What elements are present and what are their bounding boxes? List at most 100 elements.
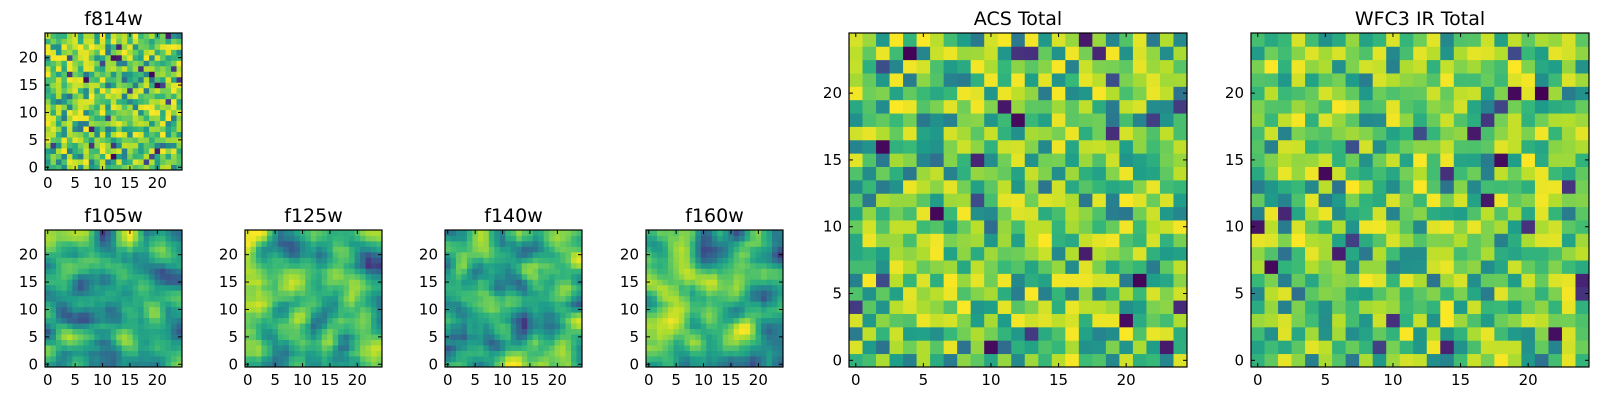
heatmap-cell	[127, 49, 134, 56]
heatmap-cell	[365, 312, 372, 319]
heatmap-cell	[176, 339, 183, 346]
heatmap-cell	[1078, 46, 1093, 61]
heatmap-cell	[376, 257, 383, 264]
heatmap-cell	[510, 257, 517, 264]
heatmap-cell	[1359, 59, 1374, 74]
heatmap-cell	[1521, 313, 1536, 328]
heatmap-cell	[1345, 260, 1360, 274]
heatmap-cell	[1426, 73, 1441, 87]
heatmap-cell	[1494, 313, 1509, 328]
heatmap-cell	[1359, 206, 1374, 221]
heatmap-cell	[149, 65, 155, 72]
heatmap-cell	[261, 312, 268, 319]
heatmap-cell	[984, 193, 999, 208]
heatmap-cell	[138, 306, 145, 313]
heatmap-cell	[143, 104, 150, 111]
heatmap-cell	[255, 284, 262, 291]
heatmap-cell	[706, 350, 713, 357]
heatmap-cell	[728, 339, 735, 346]
heatmap-cell	[266, 328, 273, 335]
heatmap-cell	[1453, 33, 1468, 47]
heatmap-cell	[957, 233, 972, 248]
heatmap-cell	[445, 257, 451, 264]
heatmap-cell	[83, 93, 90, 100]
heatmap-cell	[1132, 126, 1147, 141]
heatmap-cell	[349, 317, 355, 324]
heatmap-cell	[160, 71, 166, 78]
heatmap-cell	[1521, 73, 1536, 87]
heatmap-cell	[160, 43, 166, 50]
heatmap-cell	[700, 273, 707, 280]
heatmap-cell	[678, 317, 685, 324]
heatmap-cell	[272, 246, 279, 253]
heatmap-cell	[45, 159, 51, 165]
panel-title: f140w	[484, 205, 543, 227]
x-tick-label: 5	[270, 371, 280, 389]
heatmap-cell	[171, 109, 177, 116]
heatmap-cell	[1038, 139, 1053, 154]
heatmap-cell	[472, 323, 479, 330]
heatmap-cell	[1548, 353, 1563, 368]
heatmap-cell	[1372, 139, 1387, 154]
heatmap-cell	[1065, 273, 1080, 288]
heatmap-cell	[488, 246, 495, 253]
heatmap-cell	[149, 246, 155, 253]
heatmap-cell	[160, 109, 166, 116]
heatmap-cell	[154, 71, 161, 78]
heatmap-cell	[171, 148, 177, 154]
heatmap-cell	[1318, 46, 1333, 61]
heatmap-cell	[288, 339, 295, 346]
heatmap-cell	[154, 246, 161, 253]
heatmap-cell	[532, 290, 539, 297]
heatmap-cell	[349, 240, 355, 247]
heatmap-cell	[733, 268, 740, 275]
heatmap-cell	[739, 240, 746, 247]
heatmap-cell	[283, 339, 290, 346]
heatmap-cell	[160, 246, 166, 253]
heatmap-cell	[138, 262, 145, 269]
heatmap-cell	[554, 312, 561, 319]
heatmap-cell	[957, 313, 972, 328]
heatmap-cell	[1173, 326, 1188, 341]
heatmap-cell	[1264, 86, 1279, 101]
heatmap-cell	[516, 279, 523, 286]
heatmap-cell	[565, 235, 572, 242]
heatmap-cell	[684, 356, 691, 362]
heatmap-cell	[997, 326, 1012, 341]
heatmap-cell	[61, 164, 68, 171]
heatmap-cell	[138, 109, 145, 116]
heatmap-cell	[266, 251, 273, 258]
heatmap-cell	[143, 306, 150, 313]
heatmap-cell	[50, 361, 57, 368]
heatmap-cell	[1264, 99, 1279, 114]
heatmap-cell	[61, 137, 68, 143]
heatmap-cell	[45, 350, 51, 357]
heatmap-cell	[549, 257, 555, 264]
heatmap-cell	[176, 257, 183, 264]
heatmap-cell	[294, 284, 301, 291]
heatmap-cell	[700, 295, 707, 302]
heatmap-cell	[1507, 126, 1522, 141]
heatmap-cell	[565, 284, 572, 291]
heatmap-cell	[728, 312, 735, 319]
heatmap-cell	[160, 65, 166, 72]
heatmap-cell	[1413, 353, 1428, 368]
heatmap-cell	[165, 93, 172, 100]
heatmap-cell	[55, 339, 62, 346]
heatmap-cell	[360, 246, 366, 253]
heatmap-cell	[110, 350, 117, 357]
heatmap-cell	[149, 290, 155, 297]
heatmap-cell	[1078, 300, 1093, 314]
heatmap-cell	[143, 240, 150, 247]
heatmap-cell	[461, 328, 468, 335]
heatmap-cell	[360, 240, 366, 247]
heatmap-cell	[1278, 340, 1292, 355]
heatmap-cell	[903, 166, 917, 181]
heatmap-cell	[261, 339, 268, 346]
heatmap-cell	[376, 240, 383, 247]
heatmap-cell	[1453, 260, 1468, 274]
x-tick-label: 5	[470, 371, 480, 389]
heatmap-cell	[132, 115, 139, 122]
heatmap-cell	[1521, 286, 1536, 301]
heatmap-cell	[571, 339, 577, 346]
